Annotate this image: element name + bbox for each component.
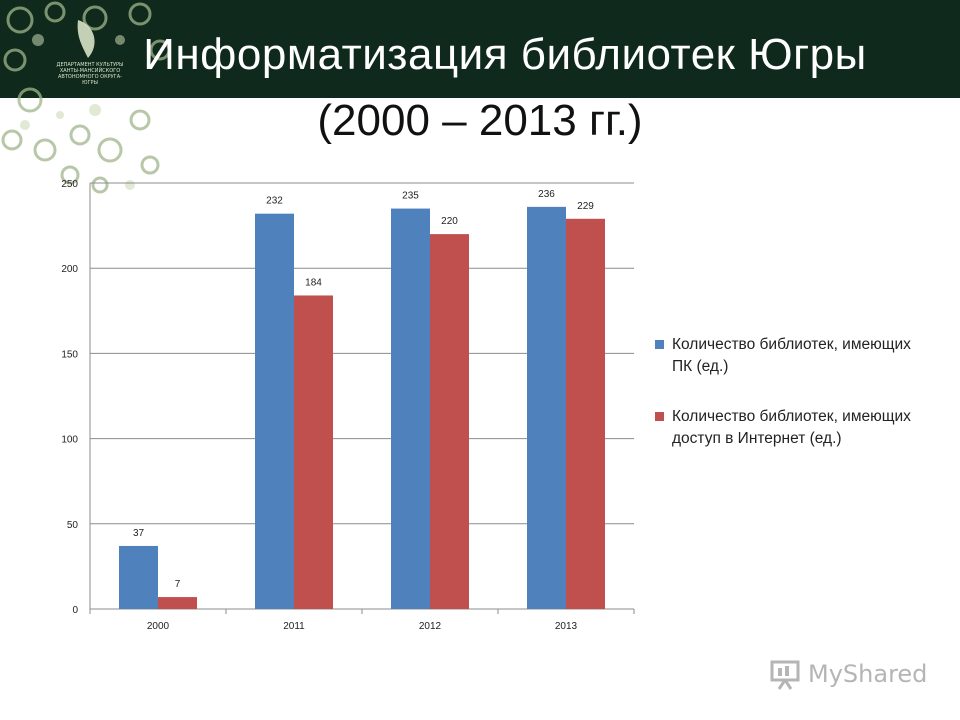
bar-pc	[119, 545, 158, 609]
data-label: 236	[538, 189, 555, 200]
legend-item-internet: Количество библиотек, имеющих доступ в И…	[655, 406, 925, 450]
y-tick-label: 200	[61, 264, 78, 275]
bar-internet	[294, 295, 333, 609]
legend-item-pc: Количество библиотек, имеющих ПК (ед.)	[655, 334, 925, 378]
y-tick-label: 250	[61, 179, 78, 190]
data-label: 232	[266, 196, 283, 207]
x-tick-label: 2013	[555, 621, 578, 632]
legend-label-pc: Количество библиотек, имеющих ПК (ед.)	[672, 336, 911, 375]
data-label: 220	[441, 216, 458, 227]
bar-pc	[255, 213, 294, 609]
y-tick-label: 150	[61, 349, 78, 360]
legend-swatch-internet	[655, 412, 664, 421]
bar-pc	[391, 208, 430, 609]
bar-internet	[158, 597, 197, 609]
legend-swatch-pc	[655, 340, 664, 349]
slide-subtitle: (2000 – 2013 гг.)	[317, 96, 643, 145]
data-label: 184	[305, 277, 322, 288]
x-tick-label: 2012	[419, 621, 442, 632]
data-label: 235	[402, 191, 419, 202]
watermark-text: MyShared	[808, 660, 928, 688]
bar-internet	[566, 218, 605, 609]
slide-title: Информатизация библиотек Югры	[143, 30, 867, 79]
logo-text: ДЕПАРТАМЕНТ КУЛЬТУРЫ ХАНТЫ-МАНСИЙСКОГО А…	[56, 62, 124, 86]
data-label: 7	[175, 579, 181, 590]
chart-legend: Количество библиотек, имеющих ПК (ед.) К…	[655, 334, 925, 478]
header-bar	[0, 0, 960, 98]
y-tick-label: 0	[72, 605, 78, 616]
presentation-icon	[770, 660, 800, 690]
bar-internet	[430, 234, 469, 609]
bar-pc	[527, 206, 566, 609]
data-label: 37	[133, 528, 145, 539]
x-tick-label: 2000	[147, 621, 170, 632]
y-tick-label: 100	[61, 435, 78, 446]
legend-label-internet: Количество библиотек, имеющих доступ в И…	[672, 408, 911, 447]
x-tick-label: 2011	[283, 621, 305, 632]
y-tick-label: 50	[67, 520, 79, 531]
ornament-decoration	[1, 1, 171, 194]
watermark-logo: MyShared	[768, 656, 938, 696]
data-label: 229	[577, 201, 594, 212]
